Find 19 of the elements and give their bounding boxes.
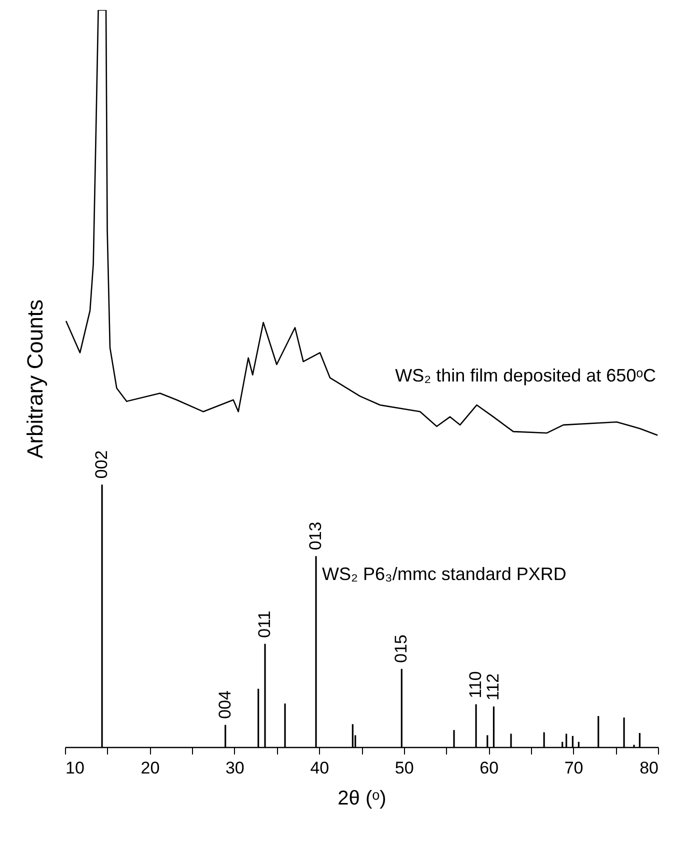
annotation: 004 bbox=[215, 690, 234, 719]
x-tick-label: 80 bbox=[640, 758, 658, 778]
x-tick-label: 20 bbox=[140, 758, 160, 778]
annotation: 013 bbox=[306, 522, 326, 550]
annotation: 112 bbox=[484, 673, 503, 700]
x-tick-label: 60 bbox=[480, 758, 499, 778]
x-tick-label: 70 bbox=[564, 758, 584, 778]
series-label: WS₂ P6₃/mmc standard PXRD bbox=[322, 564, 566, 584]
x-axis-title: 2θ (ᵒ) bbox=[338, 788, 386, 810]
annotation: 011 bbox=[255, 610, 274, 638]
x-tick-label: 40 bbox=[310, 758, 330, 778]
x-tick-label: 30 bbox=[225, 758, 244, 778]
annotation: 015 bbox=[392, 634, 411, 663]
annotation: 002 bbox=[92, 450, 112, 479]
x-tick-label: 10 bbox=[66, 758, 84, 778]
series-label: WS₂ thin film deposited at 650ᵒC bbox=[395, 365, 656, 386]
x-tick-label: 50 bbox=[394, 758, 414, 778]
y-axis-title: Arbitrary Counts bbox=[22, 300, 48, 458]
annotation: 110 bbox=[466, 671, 486, 698]
